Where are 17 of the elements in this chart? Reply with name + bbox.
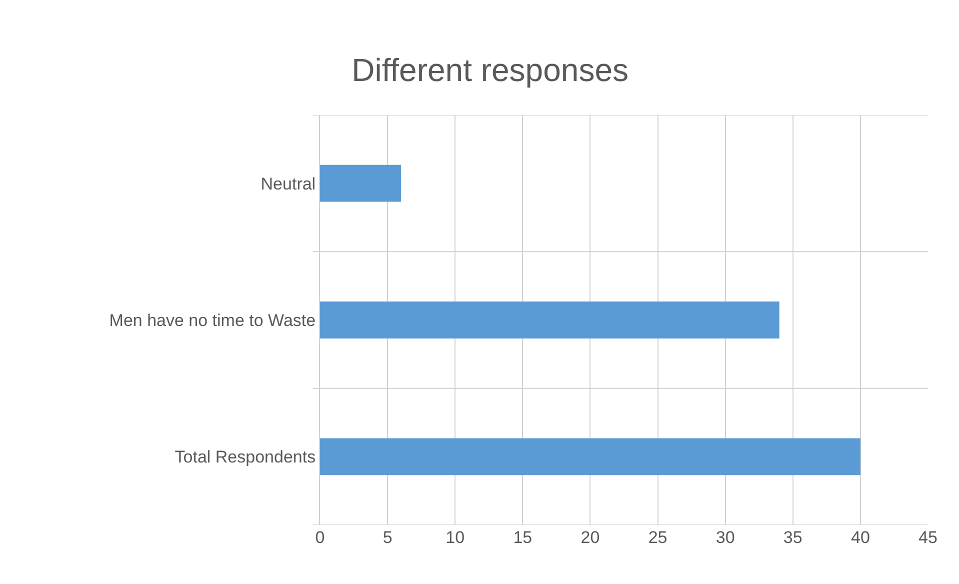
bar: [320, 438, 860, 476]
x-tick-label: 5: [382, 528, 392, 547]
x-tick-label: 40: [850, 528, 870, 547]
bar: [320, 302, 780, 338]
chart-title: Different responses: [352, 52, 628, 88]
x-tick-label: 15: [513, 528, 532, 547]
x-tick-label: 30: [716, 528, 735, 547]
y-tick-label: Total Respondents: [174, 448, 316, 467]
x-tick-label: 25: [648, 528, 668, 547]
y-tick-label: Men have no time to Waste: [109, 310, 316, 330]
y-tick-label: Neutral: [260, 174, 316, 194]
x-tick-label: 0: [315, 528, 325, 547]
x-tick-label: 10: [446, 528, 465, 547]
bar: [320, 164, 402, 202]
x-tick-label: 35: [783, 528, 802, 547]
x-tick-label: 20: [580, 528, 600, 547]
x-tick-label: 45: [918, 528, 938, 547]
